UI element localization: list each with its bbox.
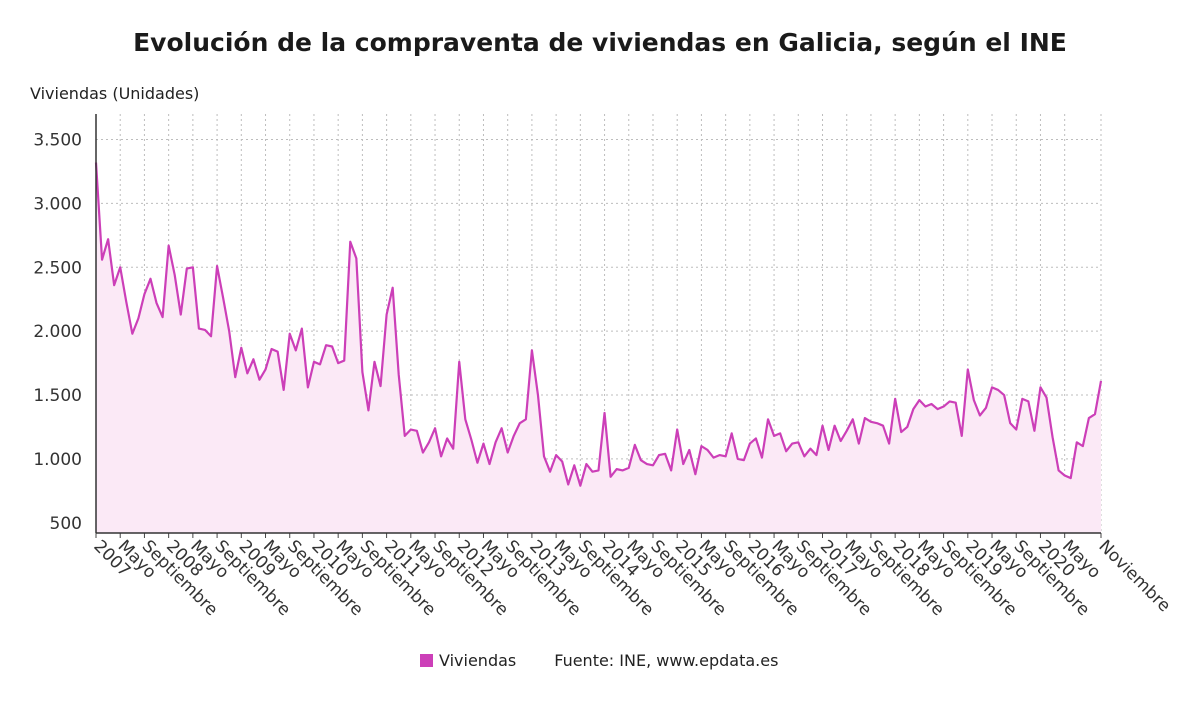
source-note: Fuente: INE, www.epdata.es (554, 651, 779, 670)
y-tick-label: 3.000 (33, 194, 82, 214)
y-tick-label: 3.500 (33, 131, 82, 151)
y-tick-label: 1.500 (33, 386, 82, 406)
series-area-viviendas (96, 162, 1101, 534)
legend-label-viviendas: Viviendas (439, 651, 517, 670)
chart-title: Evolución de la compraventa de viviendas… (133, 28, 1067, 57)
x-tick-label: Noviembre (1094, 536, 1174, 616)
y-tick-label: 1.000 (33, 450, 82, 470)
x-axis-ticks: 2007MayoSeptiembre2008MayoSeptiembre2009… (89, 536, 1174, 620)
legend: Viviendas Fuente: INE, www.epdata.es (420, 651, 778, 670)
y-axis-label: Viviendas (Unidades) (30, 84, 199, 103)
y-tick-label: 500 (50, 514, 82, 534)
y-tick-label: 2.000 (33, 322, 82, 342)
plot-area (94, 162, 1103, 534)
y-axis-ticks: 500 1.000 1.500 2.000 2.500 3.000 3.500 (33, 131, 82, 534)
series-line-viviendas (94, 162, 1103, 487)
axes (95, 114, 1102, 538)
legend-swatch (420, 654, 433, 667)
y-tick-label: 2.500 (33, 258, 82, 278)
